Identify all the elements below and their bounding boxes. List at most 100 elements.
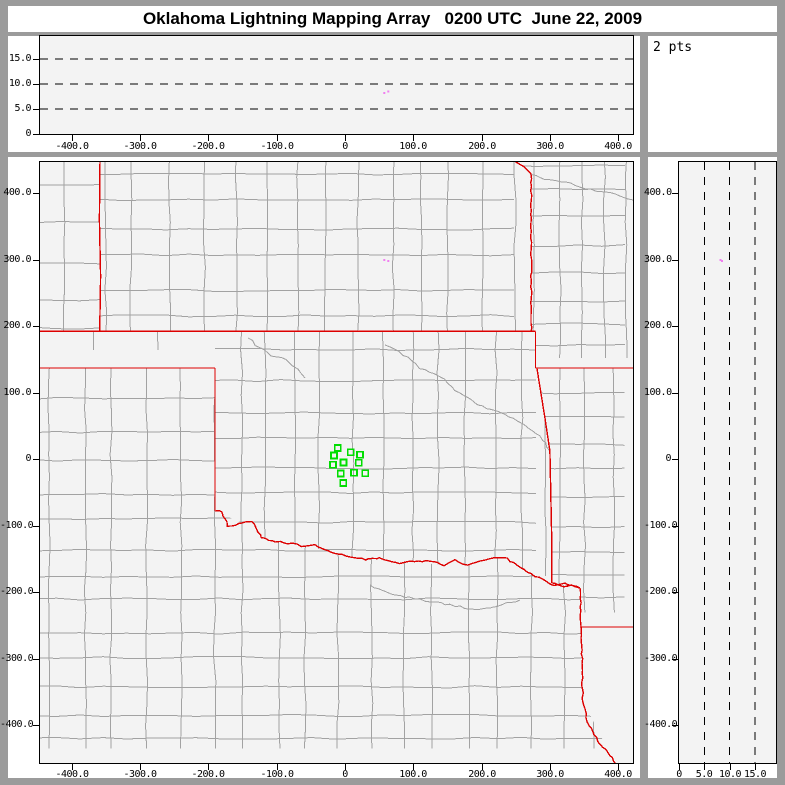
- axis-tick-label: 100.0: [399, 141, 427, 152]
- lma-station-marker: [361, 469, 370, 478]
- axis-tick-label: -100.0: [260, 141, 294, 152]
- axis-tick-label: -400.0: [644, 719, 678, 730]
- altitude-ew-plot[interactable]: [39, 35, 634, 135]
- lma-station-marker: [354, 458, 363, 467]
- ns-altitude-plot[interactable]: [678, 161, 777, 764]
- lightning-source-point: [721, 260, 723, 262]
- state-borders: [40, 162, 633, 763]
- county-grid-arkansas: [535, 368, 625, 613]
- county-grid-missouri: [513, 162, 628, 358]
- lma-station-marker: [336, 469, 345, 478]
- axis-tick-label: 300.0: [536, 769, 564, 780]
- axis-tick: [72, 764, 73, 770]
- axis-tick: [345, 764, 346, 770]
- axis-tick-label: 0: [25, 453, 31, 464]
- axis-tick-label: 200.0: [644, 320, 672, 331]
- axis-tick: [33, 459, 40, 460]
- axis-tick: [413, 135, 414, 141]
- axis-tick-label: -200.0: [191, 769, 225, 780]
- altitude-ew-canvas: [40, 58, 633, 110]
- axis-tick: [672, 725, 679, 726]
- lma-station-marker: [329, 460, 337, 469]
- axis-tick: [618, 135, 619, 141]
- axis-tick-label: 300.0: [3, 254, 31, 265]
- axis-tick-label: 0: [25, 128, 31, 139]
- axis-tick-label: 0: [342, 141, 348, 152]
- axis-tick: [33, 659, 40, 660]
- state-border-tx-la: [579, 587, 616, 763]
- state-border-tx-ar-river: [551, 582, 581, 589]
- axis-tick-label: 400.0: [604, 141, 632, 152]
- axis-tick-label: 0: [342, 769, 348, 780]
- window-title: Oklahoma Lightning Mapping Array 0200 UT…: [142, 9, 643, 28]
- axis-tick: [345, 135, 346, 141]
- lightning-source-point: [387, 90, 390, 93]
- axis-tick: [33, 260, 40, 261]
- lma-station-marker: [333, 444, 342, 452]
- axis-tick: [33, 393, 40, 394]
- axis-tick: [672, 526, 679, 527]
- axis-tick: [72, 135, 73, 141]
- axis-tick-label: 200.0: [468, 769, 496, 780]
- axis-tick-label: 300.0: [644, 254, 672, 265]
- axis-tick-label: -100.0: [644, 520, 678, 531]
- axis-tick-label: 400.0: [604, 769, 632, 780]
- county-grid-oklahoma: [215, 331, 547, 577]
- axis-tick-label: -300.0: [123, 141, 157, 152]
- state-border-ks-mo: [514, 162, 533, 332]
- lma-station-marker: [350, 468, 358, 477]
- histogram-panel: 2 pts: [648, 36, 777, 152]
- axis-tick-label: -400.0: [0, 719, 34, 730]
- county-grid-colorado: [40, 162, 101, 332]
- axis-tick: [482, 135, 483, 141]
- axis-tick: [672, 659, 679, 660]
- lma-station-marker: [356, 450, 364, 459]
- axis-tick-label: -100.0: [260, 769, 294, 780]
- county-grid-texas: [40, 368, 613, 749]
- axis-tick: [730, 764, 731, 770]
- axis-tick: [208, 135, 209, 141]
- river-lines: [247, 173, 633, 610]
- axis-tick-label: 10.0: [718, 769, 742, 780]
- map-canvas: [40, 162, 633, 763]
- lma-stations: [329, 444, 370, 487]
- axis-tick: [33, 84, 40, 85]
- arkansas-river-ne-ok: [384, 344, 479, 406]
- axis-tick-label: -100.0: [0, 520, 34, 531]
- axis-tick: [672, 193, 679, 194]
- plan-view-map-plot[interactable]: [39, 161, 634, 764]
- axis-tick: [618, 764, 619, 770]
- county-grid-ok-panhandle: [92, 331, 159, 350]
- axis-tick-label: 400.0: [644, 187, 672, 198]
- axis-tick: [33, 526, 40, 527]
- axis-tick: [277, 135, 278, 141]
- axis-tick-label: -300.0: [123, 769, 157, 780]
- ns-altitude-canvas: [703, 162, 756, 763]
- lightning-source-point: [719, 259, 722, 261]
- axis-tick-label: -200.0: [644, 586, 678, 597]
- axis-tick: [33, 193, 40, 194]
- axis-tick-label: 100.0: [3, 387, 31, 398]
- lightning-source-point: [387, 260, 390, 262]
- axis-tick: [672, 326, 679, 327]
- axis-tick-label: -300.0: [644, 653, 678, 664]
- axis-tick: [755, 764, 756, 770]
- axis-tick-label: -400.0: [55, 769, 89, 780]
- axis-tick-label: 200.0: [468, 141, 496, 152]
- axis-tick-label: 300.0: [536, 141, 564, 152]
- axis-tick: [550, 135, 551, 141]
- lma-station-marker: [339, 479, 348, 487]
- axis-tick-label: 0: [665, 453, 671, 464]
- lightning-source-point: [383, 259, 386, 261]
- axis-tick-label: -400.0: [55, 141, 89, 152]
- missouri-river: [530, 173, 633, 201]
- axis-tick-label: 5.0: [695, 769, 713, 780]
- axis-tick: [33, 592, 40, 593]
- axis-tick: [679, 764, 680, 770]
- lma-station-marker: [339, 458, 348, 467]
- axis-tick-label: -200.0: [191, 141, 225, 152]
- title-bar: Oklahoma Lightning Mapping Array 0200 UT…: [8, 6, 777, 32]
- axis-tick-label: 400.0: [3, 187, 31, 198]
- axis-tick: [672, 592, 679, 593]
